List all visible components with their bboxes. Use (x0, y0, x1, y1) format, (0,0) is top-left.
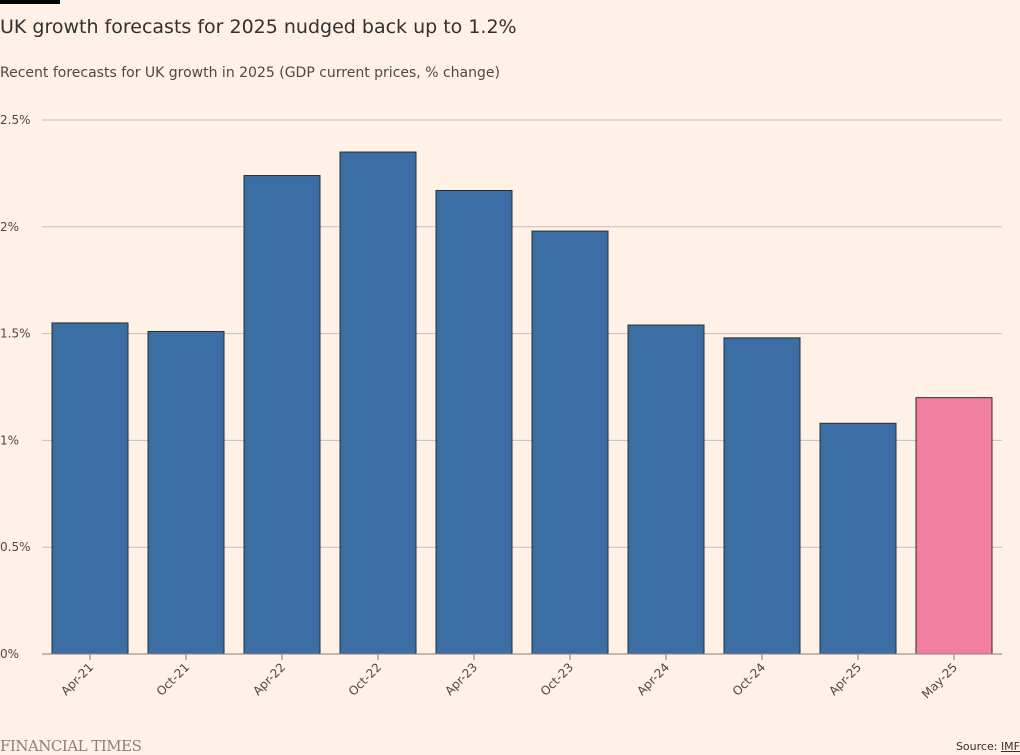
x-tick-label: Apr-21 (58, 660, 96, 698)
y-tick-label: 2% (0, 220, 19, 234)
y-tick-label: 0% (0, 647, 19, 661)
x-tick-label: Apr-22 (250, 660, 288, 698)
bar-oct-23 (531, 230, 609, 655)
y-tick-label: 0.5% (0, 540, 31, 554)
y-tick-label: 2.5% (0, 113, 31, 127)
chart-subtitle: Recent forecasts for UK growth in 2025 (… (0, 65, 500, 81)
bar-apr-23 (435, 189, 513, 655)
x-tick-label: May-25 (919, 660, 960, 701)
bar-apr-21 (51, 322, 129, 655)
y-tick-label: 1% (0, 433, 19, 447)
bar-oct-22 (339, 151, 417, 655)
bar-apr-25 (819, 422, 897, 655)
bar-may-25 (915, 397, 993, 655)
source-note: Source: IMF (956, 740, 1020, 753)
y-tick-label: 1.5% (0, 327, 31, 341)
x-tick-label: Apr-24 (634, 660, 672, 698)
x-tick-label: Apr-23 (442, 660, 480, 698)
ft-logo: FINANCIAL TIMES (0, 737, 142, 755)
bar-oct-24 (723, 337, 801, 655)
bar-apr-22 (243, 175, 321, 655)
ft-top-bar (0, 0, 60, 4)
bar-apr-24 (627, 324, 705, 655)
bar-oct-21 (147, 330, 225, 655)
x-tick-label: Apr-25 (826, 660, 864, 698)
source-link[interactable]: IMF (1000, 740, 1020, 753)
bar-chart: 0% 0.5% 1% 1.5% 2% 2.5% Apr-21 Oct-21 Apr-22 Oct-… (0, 113, 1002, 701)
chart-title: UK growth forecasts for 2025 nudged back… (0, 16, 517, 38)
x-tick-label: Oct-22 (346, 660, 384, 698)
x-tick-label: Oct-23 (538, 660, 576, 698)
x-tick-label: Oct-24 (730, 660, 768, 698)
x-tick-label: Oct-21 (154, 660, 192, 698)
source-label: Source: (955, 740, 1001, 753)
